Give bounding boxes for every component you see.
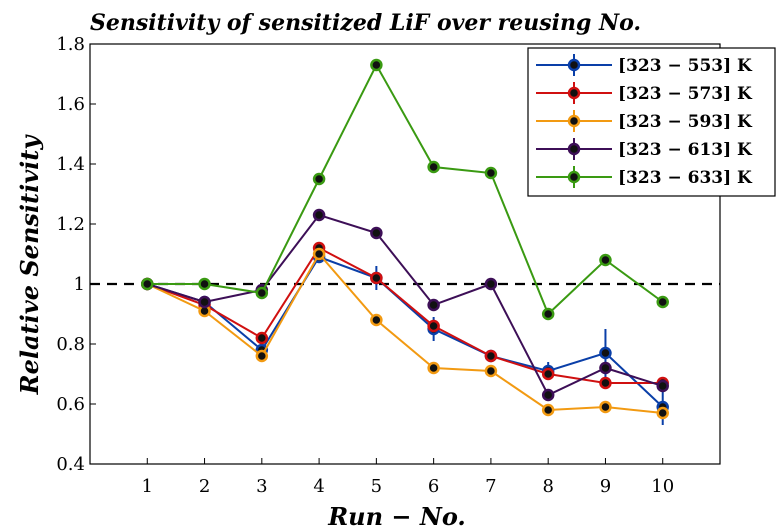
data-point [484,349,498,363]
data-point [656,406,669,420]
data-point [599,361,612,375]
legend-marker [567,170,581,184]
data-point [599,400,612,414]
series-line [146,246,663,384]
data-point [312,172,326,186]
data-point [255,331,269,345]
data-point [312,208,326,222]
data-point [427,361,440,375]
legend-label: [323 − 613] K [618,140,753,160]
y-tick-label: 1.6 [56,94,85,115]
legend-item-1: [323 − 553] K [536,54,753,76]
legend-item-2: [323 − 573] K [536,82,753,104]
data-point [255,286,269,300]
data-point [370,226,383,240]
y-tick-label: 0.4 [56,454,85,475]
series-line [146,255,664,408]
data-point [541,367,555,381]
y-tick-label: 0.6 [56,394,85,415]
series-3 [141,247,669,420]
x-tick-label: 10 [651,476,674,497]
series-line [147,62,664,316]
y-tick-label: 0.8 [56,334,85,355]
data-point [141,277,154,291]
data-point [370,58,383,72]
data-point [484,166,498,180]
data-point [198,277,211,291]
legend-label: [323 − 593] K [618,112,753,132]
data-point [541,403,555,417]
data-point [484,364,498,378]
plot-area: 0.4 0.6 0.8 1 1.2 1.4 1.6 1.8 1 2 3 4 5 6 7 8 9 10 [56,34,721,497]
x-tick-label: 4 [313,476,324,497]
x-tick-label: 8 [542,476,553,497]
data-point [312,247,326,261]
series-5 [141,58,669,321]
y-tick-label: 1 [74,274,85,295]
plot-frame [89,43,721,465]
y-tick-label: 1.4 [56,154,85,175]
legend-label: [323 − 633] K [618,168,753,188]
data-point [656,295,669,309]
y-tick-label: 1.2 [56,214,85,235]
series-line [146,252,663,414]
x-tick-label: 6 [428,476,439,497]
x-tick-label: 2 [199,476,210,497]
data-point [427,298,440,312]
data-point [656,379,669,393]
data-point [541,307,555,321]
series-2 [141,241,669,390]
legend-item-5: [323 − 633] K [536,166,753,188]
legend-marker [567,58,581,72]
data-point [484,277,498,291]
series-4 [141,208,669,402]
x-tick-label: 7 [485,476,496,497]
legend-item-4: [323 − 613] K [536,138,753,160]
data-point [541,388,555,402]
data-point [255,349,269,363]
x-tick-label: 1 [142,476,153,497]
data-point [370,313,383,327]
data-point [599,253,612,267]
x-tick-label: 3 [256,476,267,497]
y-tick-label: 1.8 [56,34,85,55]
legend-marker [567,86,581,100]
legend-label: [323 − 573] K [618,84,753,104]
data-point [427,160,440,174]
legend-marker [567,142,581,156]
data-point [599,346,612,360]
series-1 [141,250,669,425]
legend: [323 − 553] K [323 − 573] K [323 − 593] K [… [527,47,776,197]
y-axis-label: Relative Sensitivity [15,134,44,396]
data-point [370,271,383,285]
x-tick-label: 9 [600,476,611,497]
series-line [146,213,664,397]
legend-marker [567,114,581,128]
data-point [427,319,440,333]
x-tick-label: 5 [371,476,382,497]
data-point [599,376,612,390]
data-point [198,295,211,309]
x-axis-label: Run − No. [327,502,466,531]
chart-title: Sensitivity of sensitized LiF over reusi… [90,10,641,36]
legend-item-3: [323 − 593] K [536,110,753,132]
legend-label: [323 − 553] K [618,56,753,76]
